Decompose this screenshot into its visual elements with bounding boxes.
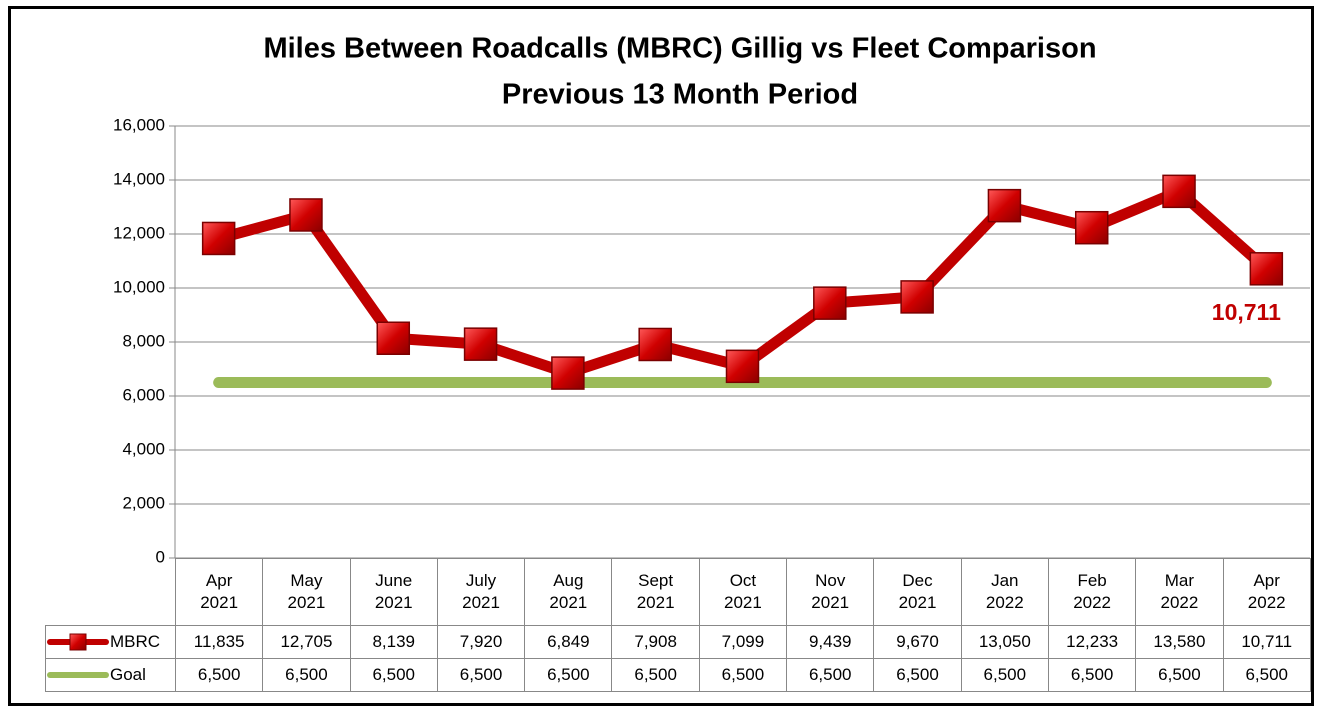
x-tick-label: Mar 2022 bbox=[1160, 571, 1199, 612]
value-cell: 6,500 bbox=[960, 658, 1049, 692]
category-cell: Oct 2021 bbox=[698, 558, 788, 626]
value-cell: 7,099 bbox=[698, 625, 788, 659]
marker bbox=[463, 327, 498, 361]
value-cell: 7,920 bbox=[436, 625, 526, 659]
category-cell: Apr 2021 bbox=[174, 558, 264, 626]
value-cell: 6,849 bbox=[524, 625, 613, 659]
category-cell: Aug 2021 bbox=[524, 558, 613, 626]
marker bbox=[987, 188, 1022, 223]
y-tick-label: 2,000 bbox=[122, 493, 165, 512]
marker bbox=[725, 349, 760, 384]
corner-cell bbox=[45, 558, 176, 626]
x-tick-label: Sept 2021 bbox=[636, 571, 675, 612]
y-tick-label: 4,000 bbox=[122, 439, 165, 458]
category-cell: Apr 2022 bbox=[1222, 558, 1311, 626]
value-cell: 6,500 bbox=[873, 658, 962, 692]
legend-label: Goal bbox=[110, 664, 146, 684]
marker bbox=[1249, 252, 1284, 286]
category-cell: Sept 2021 bbox=[611, 558, 700, 626]
value-cell: 6,500 bbox=[349, 658, 438, 692]
category-cell: Mar 2022 bbox=[1135, 558, 1224, 626]
y-tick-label: 10,000 bbox=[113, 277, 165, 296]
y-tick-label: 12,000 bbox=[113, 223, 165, 242]
marker bbox=[376, 321, 411, 355]
y-tick-label: 6,000 bbox=[122, 385, 165, 404]
value-cell: 6,500 bbox=[698, 658, 788, 692]
mbrc-line bbox=[213, 185, 1272, 379]
marker bbox=[900, 280, 934, 314]
value-cell: 13,050 bbox=[960, 625, 1049, 659]
category-cell: Jan 2022 bbox=[960, 558, 1049, 626]
value-cell: 12,233 bbox=[1047, 625, 1137, 659]
x-tick-label: Apr 2021 bbox=[200, 571, 239, 612]
x-tick-label: June 2021 bbox=[374, 571, 413, 612]
marker bbox=[813, 286, 847, 320]
value-cell: 6,500 bbox=[611, 658, 700, 692]
series-row: Goal 6,500 6,500 6,500 6,500 6,500 6,500 6,500 6… bbox=[45, 658, 1311, 692]
header-row: Apr 2021 May 2021 June 2021 July 2021 Aug 20… bbox=[45, 558, 1311, 626]
x-tick-label: Feb 2022 bbox=[1073, 571, 1112, 612]
marker bbox=[1162, 174, 1196, 209]
value-cell: 6,500 bbox=[1222, 658, 1311, 692]
value-cell: 9,670 bbox=[873, 625, 962, 659]
x-tick-label: Nov 2021 bbox=[811, 571, 850, 612]
chart-subtitle: Previous 13 Month Period bbox=[502, 79, 858, 111]
x-tick-label: Jan 2022 bbox=[985, 571, 1024, 612]
value-cell: 6,500 bbox=[524, 658, 613, 692]
y-tick-label: 0 bbox=[156, 547, 165, 566]
value-cell: 6,500 bbox=[1135, 658, 1224, 692]
legend-key bbox=[47, 672, 109, 679]
x-tick-label: Dec 2021 bbox=[898, 571, 937, 612]
x-tick-label: May 2021 bbox=[287, 571, 326, 612]
legend-label: MBRC bbox=[110, 631, 161, 651]
value-cell: 12,705 bbox=[262, 625, 351, 659]
data-table: Apr 2021 May 2021 June 2021 July 2021 Aug 20… bbox=[45, 558, 1311, 692]
category-cell: May 2021 bbox=[262, 558, 351, 626]
category-cell: July 2021 bbox=[436, 558, 526, 626]
category-cell: Feb 2022 bbox=[1047, 558, 1137, 626]
value-cell: 10,711 bbox=[1222, 625, 1311, 659]
value-cell: 9,439 bbox=[786, 625, 875, 659]
marker bbox=[289, 198, 323, 232]
y-tick-label: 8,000 bbox=[122, 331, 165, 350]
x-tick-label: July 2021 bbox=[462, 571, 500, 612]
category-cell: Dec 2021 bbox=[873, 558, 962, 626]
chart-title: Miles Between Roadcalls (MBRC) Gillig vs… bbox=[263, 33, 1096, 65]
value-cell: 11,835 bbox=[174, 625, 264, 659]
x-tick-label: Oct 2021 bbox=[724, 571, 762, 612]
value-cell: 13,580 bbox=[1135, 625, 1224, 659]
value-cell: 6,500 bbox=[262, 658, 351, 692]
x-tick-label: Apr 2022 bbox=[1247, 571, 1286, 612]
data-label: 10,711 bbox=[1212, 299, 1281, 325]
category-cell: June 2021 bbox=[349, 558, 438, 626]
series-name-cell: MBRC bbox=[45, 625, 176, 659]
value-cell: 7,908 bbox=[611, 625, 700, 659]
y-tick-label: 14,000 bbox=[113, 169, 165, 188]
marker bbox=[201, 221, 236, 256]
series-row: MBRC 11,835 12,705 8,139 7,920 6,849 7,908 7,09… bbox=[45, 625, 1311, 659]
value-cell: 6,500 bbox=[436, 658, 526, 692]
legend-marker bbox=[69, 633, 87, 651]
value-cell: 8,139 bbox=[349, 625, 438, 659]
marker bbox=[551, 356, 585, 390]
value-cell: 6,500 bbox=[174, 658, 264, 692]
legend-key bbox=[47, 633, 109, 651]
marker bbox=[1074, 210, 1109, 245]
category-cell: Nov 2021 bbox=[786, 558, 875, 626]
value-cell: 6,500 bbox=[1047, 658, 1137, 692]
y-tick-label: 16,000 bbox=[113, 115, 165, 134]
x-tick-label: Aug 2021 bbox=[549, 571, 588, 612]
value-cell: 6,500 bbox=[786, 658, 875, 692]
series-name-cell: Goal bbox=[45, 658, 176, 692]
marker bbox=[638, 327, 672, 362]
